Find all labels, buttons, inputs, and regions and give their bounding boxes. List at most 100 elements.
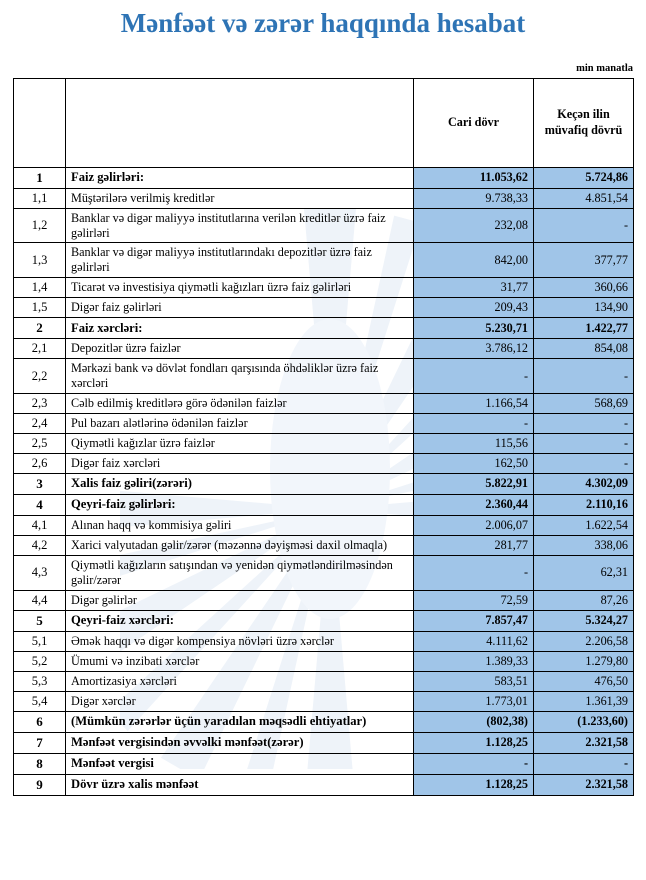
table-row: 4,3 Qiymətli kağızların satışından və yen… — [13, 554, 634, 591]
table-row: 2,1 Depozitlər üzrə faizlər 3.786,12 854,08 — [13, 338, 634, 360]
row-label: Amortizasiya xərcləri — [65, 670, 414, 692]
row-value-previous: - — [533, 207, 634, 244]
header-previous-period: Keçən ilin müvafiq dövrü — [533, 77, 634, 168]
row-number: 3 — [13, 472, 66, 495]
row-value-previous: 134,90 — [533, 297, 634, 319]
table-row: 6 (Mümkün zərərlər üçün yaradılan məqsədl… — [13, 710, 634, 733]
row-value-previous: - — [533, 358, 634, 394]
row-value-current: 2.360,44 — [413, 493, 534, 516]
table-row: 1,3 Banklar və digər maliyyə institutları… — [13, 242, 634, 279]
row-label: Qeyri-faiz xərcləri: — [65, 609, 414, 632]
table-row: 1,5 Digər faiz gəlirləri 209,43 134,90 — [13, 297, 634, 319]
row-label: Banklar və digər maliyyə institutlarına … — [65, 207, 414, 244]
table-header-row: Cari dövr Keçən ilin müvafiq dövrü — [13, 77, 634, 168]
table-row: 5,4 Digər xərclər 1.773,01 1.361,39 — [13, 690, 634, 712]
row-value-previous: 2.321,58 — [533, 773, 634, 796]
header-number-col — [13, 77, 66, 168]
row-number: 1 — [13, 166, 66, 189]
row-label: Alınan haqq və kommisiya gəliri — [65, 514, 414, 536]
row-value-previous: 377,77 — [533, 242, 634, 279]
row-number: 8 — [13, 752, 66, 775]
row-value-current: - — [413, 752, 534, 775]
row-number: 5,1 — [13, 630, 66, 652]
row-number: 2,6 — [13, 452, 66, 474]
row-number: 4,3 — [13, 554, 66, 591]
row-number: 4,1 — [13, 514, 66, 536]
row-number: 6 — [13, 710, 66, 733]
page-container: Mənfəət və zərər haqqında hesabat min ma… — [0, 8, 646, 796]
table-row: 2,6 Digər faiz xərcləri 162,50- — [13, 452, 634, 474]
table-row: 1,4 Ticarət və investisiya qiymətli kağız… — [13, 277, 634, 299]
row-value-previous: 1.622,54 — [533, 514, 634, 536]
profit-loss-table: Cari dövr Keçən ilin müvafiq dövrü 1 Faiz… — [13, 77, 634, 796]
row-number: 9 — [13, 773, 66, 796]
row-label: Cəlb edilmiş kreditlərə görə ödənilən fa… — [65, 392, 414, 414]
row-value-previous: 476,50 — [533, 670, 634, 692]
row-value-previous: 62,31 — [533, 554, 634, 591]
row-value-previous: - — [533, 412, 634, 434]
table-row: 4 Qeyri-faiz gəlirləri: 2.360,44 2.110,16 — [13, 493, 634, 516]
row-label: Pul bazarı alətlərinə ödənilən faizlər — [65, 412, 414, 434]
row-value-previous: 2.110,16 — [533, 493, 634, 516]
row-value-current: 9.738,33 — [413, 187, 534, 209]
row-label: (Mümkün zərərlər üçün yaradılan məqsədli… — [65, 710, 414, 733]
row-value-previous: - — [533, 432, 634, 454]
row-label: Müştərilərə verilmiş kreditlər — [65, 187, 414, 209]
row-number: 1,2 — [13, 207, 66, 244]
row-value-previous: 568,69 — [533, 392, 634, 414]
row-number: 7 — [13, 731, 66, 754]
table-row: 2,5 Qiymətli kağızlar üzrə faizlər 115,56- — [13, 432, 634, 454]
table-row: 5,1 Əmək haqqı və digər kompensiya növlər… — [13, 630, 634, 652]
row-value-current: 115,56 — [413, 432, 534, 454]
row-label: Xarici valyutadan gəlir/zərər (məzənnə d… — [65, 534, 414, 556]
row-number: 1,4 — [13, 277, 66, 299]
row-value-previous: 360,66 — [533, 277, 634, 299]
row-value-current: 4.111,62 — [413, 630, 534, 652]
page-title: Mənfəət və zərər haqqında hesabat — [120, 8, 526, 38]
row-label: Digər faiz xərcləri — [65, 452, 414, 474]
row-number: 2,4 — [13, 412, 66, 434]
row-value-previous: (1.233,60) — [533, 710, 634, 733]
row-number: 2,5 — [13, 432, 66, 454]
row-value-current: - — [413, 412, 534, 434]
row-number: 1,3 — [13, 242, 66, 279]
table-row: 7 Mənfəət vergisindən əvvəlki mənfəət(zər… — [13, 731, 634, 754]
row-label: Mərkəzi bank və dövlət fondları qarşısın… — [65, 358, 414, 394]
row-value-previous: 87,26 — [533, 589, 634, 611]
table-row: 4,2 Xarici valyutadan gəlir/zərər (məzənn… — [13, 534, 634, 556]
row-value-previous: 1.361,39 — [533, 690, 634, 712]
row-value-current: 2.006,07 — [413, 514, 534, 536]
row-number: 5,2 — [13, 650, 66, 672]
row-label: Digər faiz gəlirləri — [65, 297, 414, 319]
row-value-current: 842,00 — [413, 242, 534, 279]
row-value-current: 1.773,01 — [413, 690, 534, 712]
row-value-current: - — [413, 358, 534, 394]
row-value-previous: 5.724,86 — [533, 166, 634, 189]
row-value-previous: - — [533, 452, 634, 474]
table-row: 2 Faiz xərcləri: 5.230,71 1.422,77 — [13, 317, 634, 340]
row-label: Ümumi və inzibati xərclər — [65, 650, 414, 672]
table-row: 1,1 Müştərilərə verilmiş kreditlər 9.738,3… — [13, 187, 634, 209]
row-label: Mənfəət vergisi — [65, 752, 414, 775]
row-number: 5,4 — [13, 690, 66, 712]
row-label: Faiz gəlirləri: — [65, 166, 414, 189]
row-value-current: 11.053,62 — [413, 166, 534, 189]
row-number: 2 — [13, 317, 66, 340]
row-number: 4,4 — [13, 589, 66, 611]
row-value-current: 162,50 — [413, 452, 534, 474]
row-value-current: - — [413, 554, 534, 591]
header-current-period: Cari dövr — [413, 77, 534, 168]
table-row: 5,3 Amortizasiya xərcləri 583,51 476,50 — [13, 670, 634, 692]
header-description-col — [65, 77, 414, 168]
table-row: 1,2 Banklar və digər maliyyə institutları… — [13, 207, 634, 244]
row-value-current: 1.389,33 — [413, 650, 534, 672]
row-label: Mənfəət vergisindən əvvəlki mənfəət(zərə… — [65, 731, 414, 754]
row-value-previous: 4.851,54 — [533, 187, 634, 209]
row-value-previous: 338,06 — [533, 534, 634, 556]
row-value-current: 1.166,54 — [413, 392, 534, 414]
row-label: Qiymətli kağızlar üzrə faizlər — [65, 432, 414, 454]
table-row: 5 Qeyri-faiz xərcləri: 7.857,47 5.324,27 — [13, 609, 634, 632]
row-label: Digər xərclər — [65, 690, 414, 712]
row-number: 4,2 — [13, 534, 66, 556]
row-label: Faiz xərcləri: — [65, 317, 414, 340]
